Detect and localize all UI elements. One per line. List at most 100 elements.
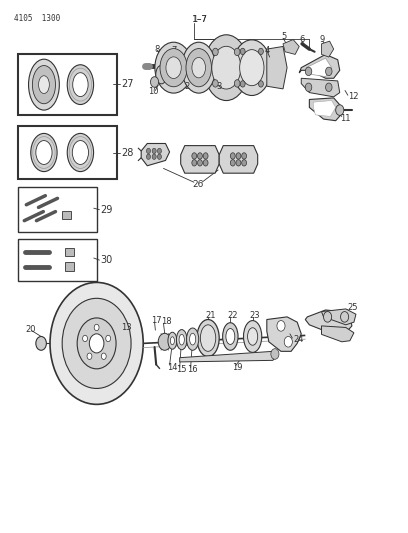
Text: 16: 16 <box>187 366 198 374</box>
Circle shape <box>305 67 312 76</box>
Polygon shape <box>322 309 356 325</box>
Text: 13: 13 <box>121 323 131 332</box>
Ellipse shape <box>36 141 52 165</box>
Text: 28: 28 <box>121 148 134 158</box>
Circle shape <box>62 298 131 389</box>
Text: 24: 24 <box>293 335 304 344</box>
Ellipse shape <box>190 333 196 345</box>
Circle shape <box>203 160 208 166</box>
Ellipse shape <box>160 49 187 87</box>
Circle shape <box>284 336 293 347</box>
Circle shape <box>152 148 156 154</box>
Circle shape <box>151 77 159 87</box>
Circle shape <box>341 312 349 322</box>
Circle shape <box>197 160 202 166</box>
Ellipse shape <box>32 66 55 104</box>
Circle shape <box>101 353 106 359</box>
Polygon shape <box>180 351 277 362</box>
Polygon shape <box>267 317 301 351</box>
Circle shape <box>231 160 235 166</box>
Text: 25: 25 <box>348 303 358 312</box>
Circle shape <box>242 160 246 166</box>
Ellipse shape <box>179 334 184 345</box>
Circle shape <box>234 80 240 87</box>
Circle shape <box>271 349 279 359</box>
Text: 7: 7 <box>172 46 177 55</box>
Text: 5: 5 <box>281 33 286 42</box>
Polygon shape <box>219 146 258 173</box>
Ellipse shape <box>192 58 206 78</box>
Bar <box>18 187 97 232</box>
Circle shape <box>146 148 151 154</box>
Ellipse shape <box>29 59 59 110</box>
Circle shape <box>213 48 218 55</box>
Ellipse shape <box>156 65 167 84</box>
Text: 3: 3 <box>216 82 222 91</box>
Circle shape <box>305 83 312 92</box>
Text: 21: 21 <box>205 311 216 320</box>
Text: 22: 22 <box>228 311 238 320</box>
Text: 19: 19 <box>233 363 243 372</box>
Ellipse shape <box>67 133 93 172</box>
Text: 4105  1300: 4105 1300 <box>13 13 60 22</box>
Text: 8: 8 <box>154 45 160 54</box>
Text: 30: 30 <box>101 255 113 265</box>
Circle shape <box>197 153 202 159</box>
Circle shape <box>146 154 151 159</box>
Text: 1–7: 1–7 <box>192 15 207 25</box>
Ellipse shape <box>233 40 271 95</box>
Polygon shape <box>283 39 299 54</box>
Circle shape <box>242 153 246 159</box>
Circle shape <box>236 160 241 166</box>
Circle shape <box>83 335 87 342</box>
Text: 15: 15 <box>176 365 187 374</box>
Ellipse shape <box>168 332 177 349</box>
Text: 20: 20 <box>26 325 36 334</box>
Ellipse shape <box>155 42 192 93</box>
Text: 14: 14 <box>167 363 177 372</box>
Bar <box>62 211 71 219</box>
Ellipse shape <box>67 64 93 104</box>
Circle shape <box>259 80 264 87</box>
Circle shape <box>77 318 116 369</box>
Ellipse shape <box>223 322 238 350</box>
Text: 29: 29 <box>101 205 113 215</box>
Text: 27: 27 <box>121 78 134 88</box>
Circle shape <box>50 282 143 405</box>
Circle shape <box>259 49 264 54</box>
Circle shape <box>234 48 240 55</box>
Polygon shape <box>322 41 334 57</box>
Text: 26: 26 <box>192 180 204 189</box>
Circle shape <box>192 153 197 159</box>
Ellipse shape <box>173 67 182 83</box>
Ellipse shape <box>38 76 49 94</box>
Text: 17: 17 <box>151 316 162 325</box>
Ellipse shape <box>73 72 88 96</box>
Text: 2: 2 <box>184 82 190 91</box>
Ellipse shape <box>244 320 262 352</box>
Circle shape <box>36 336 47 350</box>
Polygon shape <box>313 101 336 116</box>
Circle shape <box>277 320 285 331</box>
Circle shape <box>324 312 332 322</box>
Ellipse shape <box>176 329 187 350</box>
Circle shape <box>240 80 245 87</box>
Circle shape <box>336 105 344 115</box>
Text: 18: 18 <box>161 317 171 326</box>
Circle shape <box>326 83 332 92</box>
Ellipse shape <box>31 133 57 172</box>
Bar <box>18 239 97 281</box>
Ellipse shape <box>204 35 248 101</box>
Ellipse shape <box>72 141 89 165</box>
Ellipse shape <box>200 325 216 351</box>
Circle shape <box>213 80 218 87</box>
Ellipse shape <box>239 50 264 86</box>
Text: 9: 9 <box>320 35 325 44</box>
Ellipse shape <box>171 337 174 345</box>
Circle shape <box>231 153 235 159</box>
Circle shape <box>157 148 162 154</box>
Polygon shape <box>322 326 354 342</box>
Polygon shape <box>181 146 219 173</box>
Polygon shape <box>141 143 170 166</box>
Ellipse shape <box>212 46 241 89</box>
